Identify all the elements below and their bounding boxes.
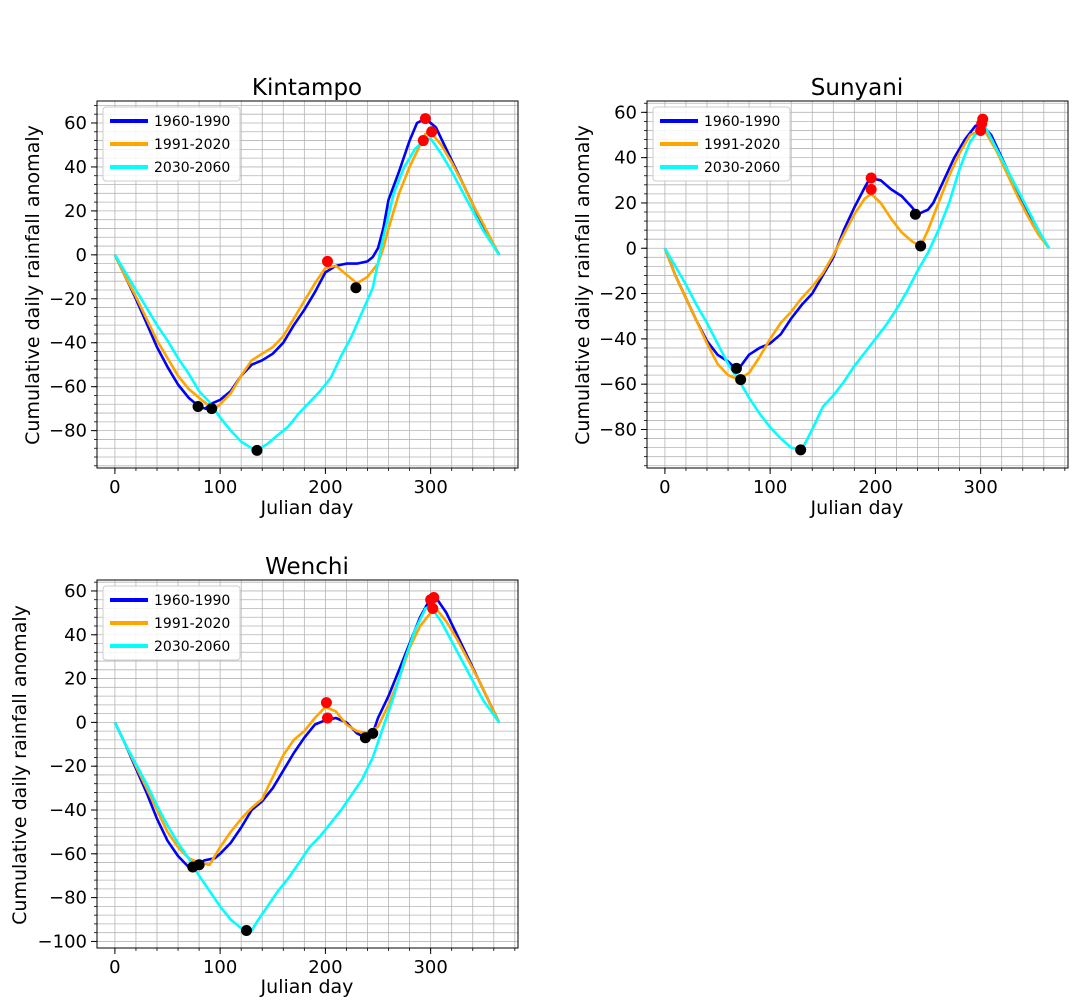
cessation-marker [915, 240, 927, 252]
cessation-marker [909, 208, 921, 220]
chart-title: Sunyani [811, 75, 903, 101]
onset-marker [977, 113, 989, 125]
plot-area: 0 100 200 300 −100 −80 −60 −40 −20 0 20 40 60 1960-19… [38, 579, 519, 978]
x-axis-label: Julian day [810, 497, 904, 519]
y-axis-label: Cumulative daily rainfall anomaly [572, 125, 594, 445]
x-tick-label: 200 [308, 957, 342, 978]
x-tick-label: 300 [413, 957, 447, 978]
y-tick-label: −100 [38, 931, 87, 952]
legend-label: 1960-1990 [154, 114, 230, 130]
x-tick-label: 100 [753, 477, 787, 498]
chart-title: Kintampo [252, 75, 362, 101]
x-tick-label: 100 [203, 477, 237, 498]
y-tick-label: 40 [64, 157, 87, 178]
y-tick-label: −40 [599, 329, 637, 350]
y-tick-label: −60 [49, 844, 87, 865]
cessation-marker [730, 362, 742, 374]
x-axis-label: Julian day [260, 497, 354, 519]
y-tick-label: −20 [599, 284, 637, 305]
y-tick-label: −20 [49, 289, 87, 310]
y-tick-label: 20 [64, 669, 87, 690]
legend-label: 1960-1990 [154, 593, 230, 609]
y-tick-label: 40 [614, 148, 637, 169]
series-line-2030-2060 [113, 137, 501, 452]
legend: 1960-1990 1991-2020 2030-2060 [652, 106, 791, 182]
legend-label: 2030-2060 [154, 160, 230, 176]
onset-marker [426, 126, 438, 138]
x-tick-label: 200 [308, 477, 342, 498]
panel-sunyani: Sunyani Julian day Cumulative daily rain… [572, 75, 1069, 519]
legend-label: 2030-2060 [704, 160, 780, 176]
x-tick-label: 0 [109, 957, 120, 978]
onset-marker [419, 113, 431, 125]
x-tick-label: 300 [413, 477, 447, 498]
onset-marker [417, 135, 429, 147]
cessation-marker [206, 403, 218, 415]
cessation-marker [251, 444, 263, 456]
onset-marker [865, 183, 877, 195]
y-tick-label: 60 [614, 102, 637, 123]
y-tick-label: 20 [64, 201, 87, 222]
legend-label: 1991-2020 [154, 616, 230, 632]
x-tick-label: 0 [109, 477, 120, 498]
legend: 1960-1990 1991-2020 2030-2060 [102, 106, 241, 182]
y-tick-label: −40 [49, 800, 87, 821]
y-tick-label: 40 [64, 625, 87, 646]
legend-label: 2030-2060 [154, 639, 230, 655]
y-tick-label: −60 [599, 374, 637, 395]
cessation-marker [192, 400, 204, 412]
grid [97, 580, 518, 948]
onset-marker [428, 592, 440, 604]
legend-label: 1991-2020 [154, 137, 230, 153]
onset-marker [427, 602, 439, 614]
x-tick-label: 300 [963, 477, 997, 498]
y-axis-label: Cumulative daily rainfall anomaly [22, 125, 44, 445]
x-tick-label: 0 [659, 477, 670, 498]
y-tick-label: −80 [49, 421, 87, 442]
y-tick-label: 0 [76, 245, 87, 266]
y-tick-label: −20 [49, 756, 87, 777]
y-tick-label: −60 [49, 377, 87, 398]
onset-marker [321, 255, 333, 267]
y-tick-label: −40 [49, 333, 87, 354]
cessation-marker [735, 374, 747, 386]
x-tick-label: 100 [203, 957, 237, 978]
legend-label: 1960-1990 [704, 114, 780, 130]
onset-marker [865, 172, 877, 184]
cessation-marker [240, 924, 252, 936]
onset-marker [320, 697, 332, 709]
y-axis-label: Cumulative daily rainfall anomaly [9, 605, 31, 925]
y-tick-label: 60 [64, 113, 87, 134]
y-tick-label: −80 [49, 888, 87, 909]
cessation-marker [350, 282, 362, 294]
chart-title: Wenchi [265, 554, 349, 580]
legend: 1960-1990 1991-2020 2030-2060 [102, 585, 241, 661]
legend-label: 1991-2020 [704, 137, 780, 153]
legend-box [652, 106, 791, 182]
panel-kintampo: Kintampo Julian day Cumulative daily rai… [22, 75, 519, 519]
y-tick-label: 60 [64, 581, 87, 602]
cessation-marker [193, 859, 205, 871]
cessation-marker [367, 727, 379, 739]
axes-frame [96, 579, 519, 949]
x-tick-label: 200 [858, 477, 892, 498]
y-tick-label: 0 [76, 712, 87, 733]
axes-frame [96, 100, 519, 469]
x-axis-label: Julian day [260, 976, 354, 998]
y-tick-label: 20 [614, 193, 637, 214]
y-tick-label: 0 [626, 238, 637, 259]
y-tick-label: −80 [599, 419, 637, 440]
legend-box [102, 585, 241, 661]
cessation-marker [795, 444, 807, 456]
legend-box [102, 106, 241, 182]
panel-wenchi: Wenchi Julian day Cumulative daily rainf… [9, 554, 519, 998]
onset-marker [321, 712, 333, 724]
